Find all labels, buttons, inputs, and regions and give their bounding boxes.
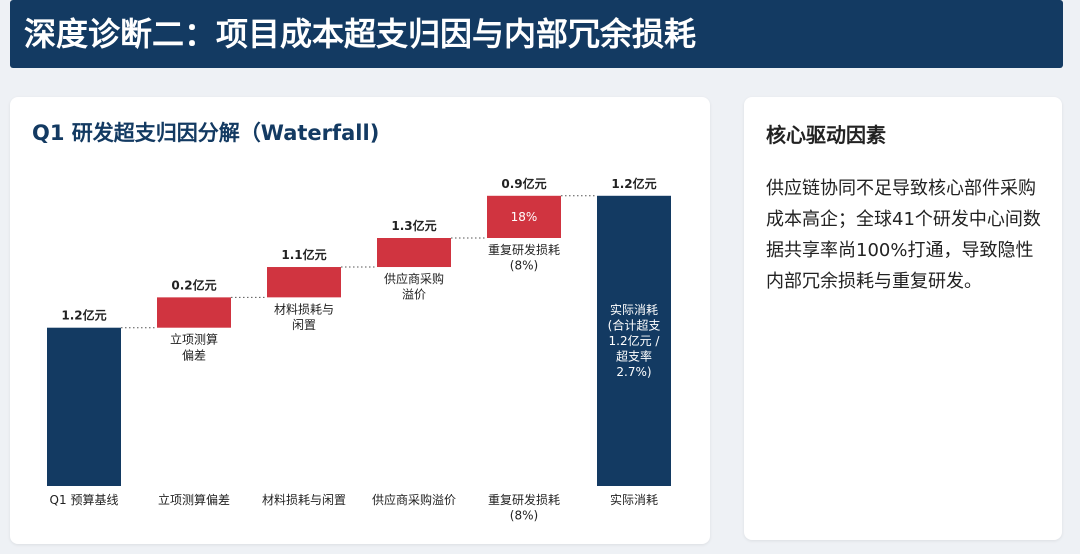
value-label: 1.3亿元 <box>391 218 436 233</box>
inner-label: 18% <box>511 210 538 224</box>
bar-annotation: 立项测算偏差 <box>170 332 218 363</box>
value-label: 0.9亿元 <box>501 176 546 191</box>
value-label: 0.2亿元 <box>171 277 216 292</box>
bar-annotation: 重复研发损耗(8%) <box>488 242 560 273</box>
category-label: Q1 预算基线 <box>50 492 119 507</box>
header-banner: 深度诊断二：项目成本超支归因与内部冗余损耗 <box>10 0 1063 68</box>
category-label: 立项测算偏差 <box>158 492 230 507</box>
bar-annotation: 材料损耗与闲置 <box>274 302 334 332</box>
waterfall-bar <box>377 238 451 268</box>
category-label: 供应商采购溢价 <box>372 492 456 507</box>
bar-annotation: 实际消耗(合计超支 1.2亿元 /超支率 2.7%) <box>608 302 661 379</box>
category-label: 重复研发损耗(8%) <box>488 492 560 523</box>
value-label: 1.2亿元 <box>61 308 106 323</box>
bar-annotation: 供应商采购溢价 <box>384 271 444 302</box>
side-title: 核心驱动因素 <box>766 123 886 147</box>
category-label: 实际消耗 <box>610 492 658 507</box>
side-body-text: 供应链协同不足导致核心部件采购成本高企；全球41个研发中心间数据共享率尚100%… <box>766 178 1041 292</box>
waterfall-bar <box>597 195 671 486</box>
chart-card: Q1 研发超支归因分解（Waterfall) 1.2亿元 Q1 预算基线 0.2亿元… <box>10 97 710 544</box>
waterfall-bar <box>267 267 341 298</box>
side-card: 核心驱动因素 供应链协同不足导致核心部件采购成本高企；全球41个研发中心间数据共… <box>744 97 1062 540</box>
chart-title: Q1 研发超支归因分解（Waterfall) <box>32 121 380 145</box>
page-title: 深度诊断二：项目成本超支归因与内部冗余损耗 <box>24 15 697 53</box>
waterfall-bar <box>47 327 121 486</box>
waterfall-bar <box>157 297 231 328</box>
category-label: 材料损耗与闲置 <box>262 493 346 507</box>
value-label: 1.2亿元 <box>611 176 656 191</box>
waterfall-bar <box>487 195 561 238</box>
value-label: 1.1亿元 <box>281 247 326 262</box>
